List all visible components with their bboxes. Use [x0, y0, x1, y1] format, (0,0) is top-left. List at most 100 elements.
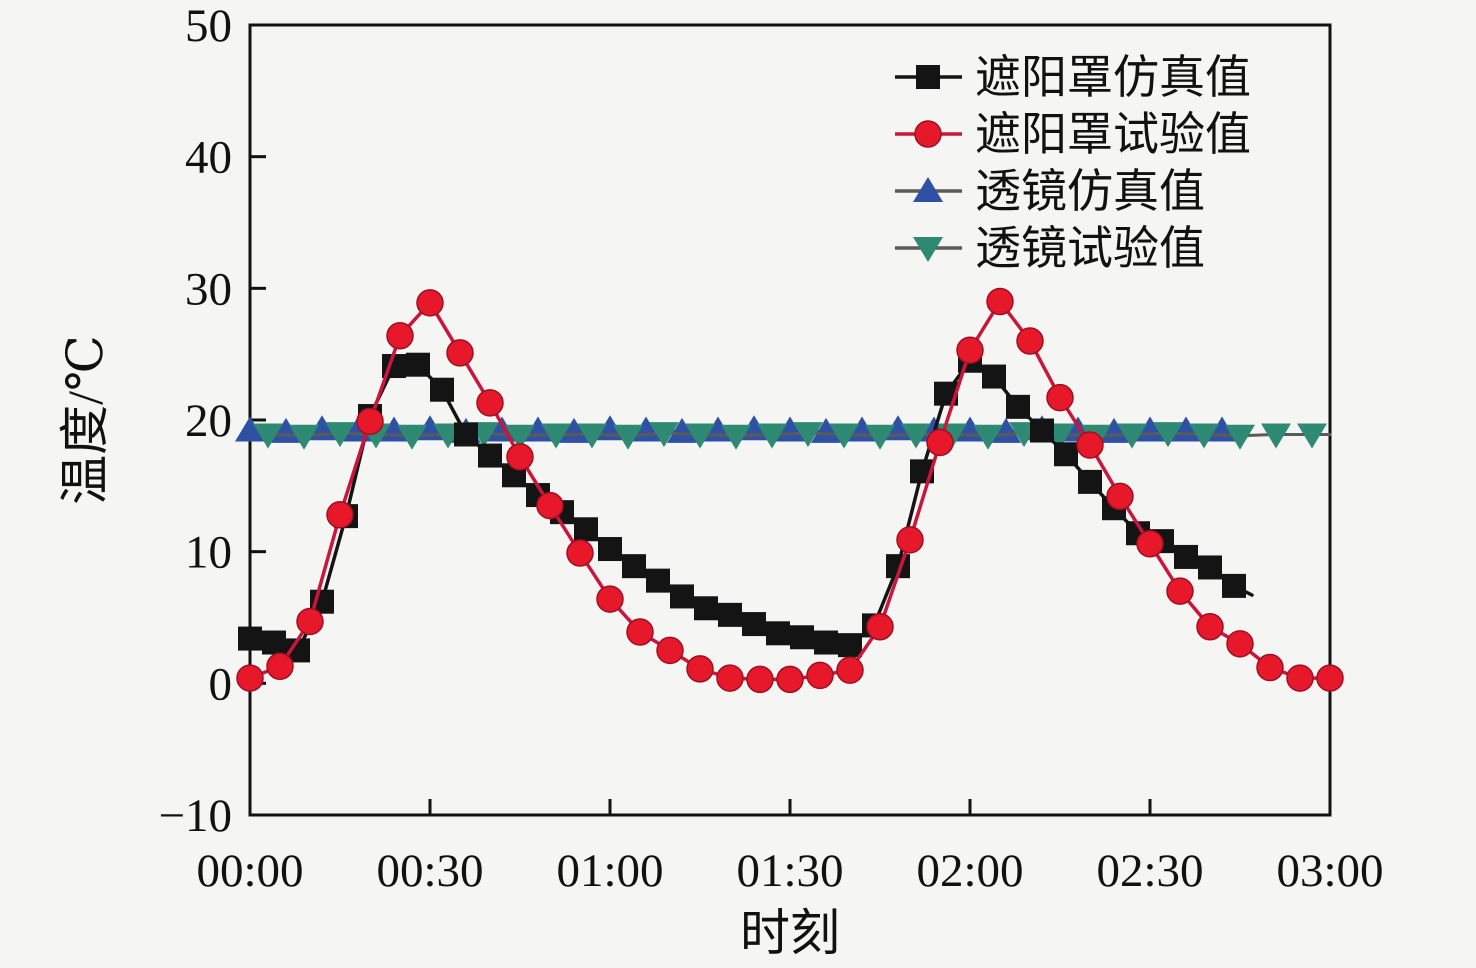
data-point-marker: [865, 424, 895, 450]
data-point-marker: [253, 423, 283, 449]
x-tick-label: 00:30: [376, 845, 483, 897]
y-axis-title: 温度/℃: [57, 335, 113, 505]
legend-item-label: 透镜仿真值: [975, 166, 1205, 217]
y-tick-label: 0: [209, 658, 233, 710]
data-point-marker: [505, 424, 535, 450]
data-point-marker: [1046, 383, 1074, 412]
y-tick-label: 40: [185, 132, 232, 184]
data-point-marker: [1189, 423, 1219, 449]
data-point-marker: [1286, 664, 1314, 692]
data-point-marker: [1054, 442, 1078, 467]
data-point-marker: [626, 618, 654, 646]
data-point-marker: [685, 423, 715, 449]
data-point-marker: [289, 424, 319, 450]
data-point-marker: [1006, 394, 1030, 419]
data-point-marker: [1297, 423, 1327, 449]
data-point-marker: [896, 526, 924, 554]
data-point-marker: [956, 336, 984, 364]
series-sunshade-sim: [238, 348, 1254, 663]
data-point-marker: [1153, 422, 1183, 448]
data-point-marker: [806, 661, 834, 690]
data-point-marker: [1117, 423, 1147, 449]
data-point-marker: [235, 416, 265, 442]
data-point-marker: [901, 423, 931, 449]
axis-ticks: 00:00 00:30 01:00 01:30 02:00 02:30 03:00 50 40 3…: [158, 0, 1383, 897]
y-tick-label: 10: [185, 527, 232, 579]
data-point-marker: [746, 665, 774, 694]
data-point-marker: [811, 417, 841, 443]
data-point-marker: [406, 352, 430, 377]
legend-item-sunshade-sim: 遮阳罩仿真值: [895, 52, 1251, 103]
data-point-marker: [814, 630, 838, 655]
data-point-marker: [1226, 630, 1254, 658]
data-point-marker: [913, 237, 943, 262]
data-point-marker: [757, 423, 787, 449]
data-point-marker: [1222, 573, 1246, 598]
data-point-marker: [598, 537, 622, 562]
data-point-marker: [574, 517, 598, 542]
data-point-marker: [577, 423, 607, 449]
data-point-marker: [656, 636, 684, 665]
data-point-marker: [649, 422, 679, 448]
legend-item-label: 透镜试验值: [975, 223, 1205, 274]
data-point-marker: [790, 625, 814, 650]
data-point-marker: [742, 612, 766, 637]
data-point-marker: [721, 424, 751, 450]
data-point-marker: [1196, 612, 1224, 641]
data-point-marker: [686, 655, 714, 683]
data-point-marker: [397, 424, 427, 450]
data-point-marker: [646, 568, 670, 593]
x-tick-label: 01:00: [556, 845, 663, 897]
data-point-marker: [1030, 418, 1054, 443]
data-point-marker: [836, 656, 864, 684]
data-point-marker: [916, 65, 940, 89]
data-point-marker: [793, 422, 823, 448]
data-point-marker: [1076, 431, 1104, 459]
data-point-marker: [536, 491, 564, 520]
data-point-marker: [613, 424, 643, 450]
legend-item-label: 遮阳罩试验值: [975, 109, 1251, 160]
data-point-marker: [766, 621, 790, 646]
data-point-marker: [926, 428, 954, 457]
data-point-marker: [1256, 653, 1284, 682]
data-point-marker: [266, 652, 294, 680]
data-point-marker: [238, 626, 262, 651]
data-point-marker: [914, 120, 942, 148]
data-point-marker: [716, 664, 744, 692]
data-point-marker: [236, 664, 264, 692]
data-point-marker: [566, 539, 594, 567]
plot-series: [235, 287, 1344, 694]
data-point-marker: [416, 289, 444, 317]
data-point-marker: [1261, 423, 1291, 449]
data-point-marker: [1106, 482, 1134, 511]
legend-item-lens-sim: 透镜仿真值: [895, 166, 1205, 217]
x-axis-title: 时刻: [740, 905, 840, 961]
data-point-marker: [296, 607, 324, 636]
data-point-marker: [866, 612, 894, 641]
data-point-marker: [991, 417, 1021, 443]
y-tick-label: −10: [158, 790, 232, 842]
data-point-marker: [478, 443, 502, 468]
data-point-marker: [829, 423, 859, 449]
x-tick-label: 01:30: [736, 845, 843, 897]
x-tick-label: 02:00: [916, 845, 1023, 897]
data-point-marker: [718, 602, 742, 627]
x-tick-label: 02:30: [1096, 845, 1203, 897]
data-point-marker: [386, 321, 414, 350]
series-sunshade-test: [236, 287, 1344, 694]
series-line: [248, 359, 1254, 653]
data-point-marker: [454, 422, 478, 447]
x-tick-label: 03:00: [1276, 845, 1383, 897]
legend-item-sunshade-test: 遮阳罩试验值: [895, 109, 1251, 160]
data-point-marker: [776, 665, 804, 694]
data-point-marker: [1136, 530, 1164, 558]
y-tick-label: 50: [185, 0, 232, 52]
data-point-marker: [973, 424, 1003, 450]
data-point-marker: [356, 407, 384, 436]
data-point-marker: [326, 501, 354, 529]
data-point-marker: [541, 423, 571, 449]
data-point-marker: [506, 443, 534, 471]
data-point-marker: [476, 389, 504, 417]
